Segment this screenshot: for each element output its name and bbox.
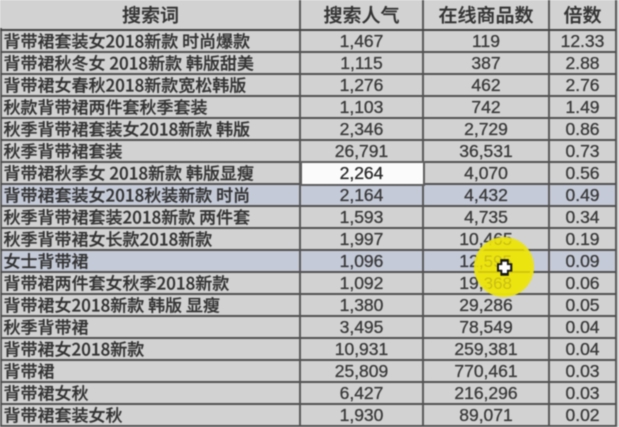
svg-text:10,465: 10,465 [460,230,512,249]
svg-text:19,368: 19,368 [460,274,512,293]
